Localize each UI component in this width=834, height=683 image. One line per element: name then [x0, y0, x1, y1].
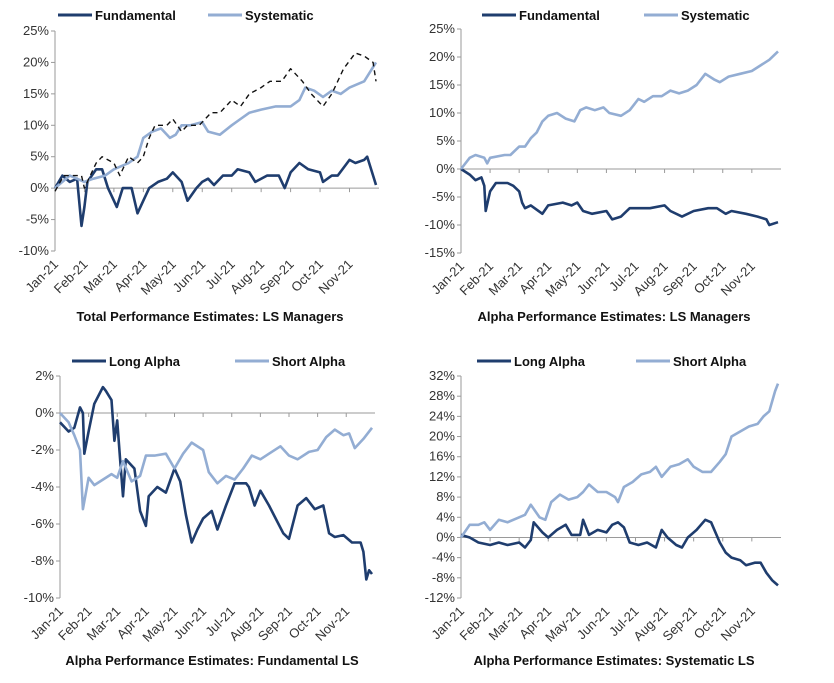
series-short-alpha — [59, 412, 374, 511]
y-tick-label: -8% — [31, 553, 55, 568]
chart-title: Alpha Performance Estimates: Fundamental… — [65, 653, 359, 668]
y-tick-label: 10% — [429, 105, 455, 120]
chart-title: Alpha Performance Estimates: Systematic … — [473, 653, 754, 668]
y-tick-label: 25% — [429, 21, 455, 36]
y-tick-label: -5% — [26, 212, 50, 227]
y-tick-label: -4% — [31, 479, 55, 494]
y-tick-label: -10% — [24, 590, 55, 605]
legend-label: Fundamental — [95, 8, 176, 23]
x-tick-label: Jun-21 — [171, 604, 210, 643]
legend-label: Short Alpha — [272, 354, 346, 369]
y-tick-label: -5% — [432, 189, 456, 204]
y-tick-label: -2% — [31, 442, 55, 457]
legend-label: Systematic — [245, 8, 314, 23]
series-short-alpha — [459, 383, 780, 539]
legend-label: Systematic — [681, 8, 750, 23]
y-tick-label: 0% — [35, 405, 54, 420]
chart-2: -15%-10%-5%0%5%10%15%20%25%Jan-21Feb-21M… — [425, 8, 781, 324]
y-tick-label: 28% — [429, 388, 455, 403]
y-tick-label: 0% — [436, 529, 455, 544]
x-tick-label: Jun-21 — [170, 257, 209, 296]
y-tick-label: 15% — [23, 86, 49, 101]
series-systematic — [54, 61, 378, 190]
x-tick-label: Jun-21 — [574, 259, 613, 298]
y-tick-label: 32% — [429, 368, 455, 383]
y-tick-label: 20% — [429, 49, 455, 64]
y-tick-label: 25% — [23, 23, 49, 38]
y-tick-label: 5% — [436, 133, 455, 148]
y-tick-label: 2% — [35, 368, 54, 383]
chart-1: -10%-5%0%5%10%15%20%25%Jan-21Feb-21Mar-2… — [19, 8, 379, 324]
y-tick-label: -10% — [425, 217, 456, 232]
y-tick-label: 0% — [30, 180, 49, 195]
series-long-alpha — [460, 518, 779, 587]
y-tick-label: -15% — [425, 245, 456, 260]
y-tick-label: 4% — [436, 509, 455, 524]
y-tick-label: 0% — [436, 161, 455, 176]
y-tick-label: -12% — [425, 590, 456, 605]
series-dashed — [54, 52, 377, 192]
y-tick-label: 20% — [429, 429, 455, 444]
series-fundamental — [460, 167, 779, 227]
y-tick-label: -8% — [432, 570, 456, 585]
legend-label: Long Alpha — [514, 354, 586, 369]
series-fundamental — [53, 155, 378, 228]
chart-title: Total Performance Estimates: LS Managers — [76, 309, 343, 324]
legend-label: Short Alpha — [673, 354, 747, 369]
chart-title: Alpha Performance Estimates: LS Managers — [477, 309, 750, 324]
legend-label: Fundamental — [519, 8, 600, 23]
y-tick-label: 8% — [436, 489, 455, 504]
y-tick-label: 16% — [429, 449, 455, 464]
chart-3: -10%-8%-6%-4%-2%0%2%Jan-21Feb-21Mar-21Ap… — [24, 354, 375, 668]
y-tick-label: -6% — [31, 516, 55, 531]
y-tick-label: 10% — [23, 117, 49, 132]
x-tick-label: Mar-21 — [80, 257, 120, 297]
y-tick-label: 5% — [30, 149, 49, 164]
series-systematic — [459, 50, 779, 170]
y-tick-label: 15% — [429, 77, 455, 92]
chart-4: -12%-8%-4%0%4%8%12%16%20%24%28%32%Jan-21… — [425, 354, 781, 668]
y-tick-label: -10% — [19, 243, 50, 258]
series-long-alpha — [59, 385, 374, 581]
y-tick-label: 24% — [429, 408, 455, 423]
y-tick-label: 12% — [429, 469, 455, 484]
y-tick-label: -4% — [432, 550, 456, 565]
y-tick-label: 20% — [23, 54, 49, 69]
x-tick-label: Jun-21 — [574, 604, 613, 643]
legend-label: Long Alpha — [109, 354, 181, 369]
